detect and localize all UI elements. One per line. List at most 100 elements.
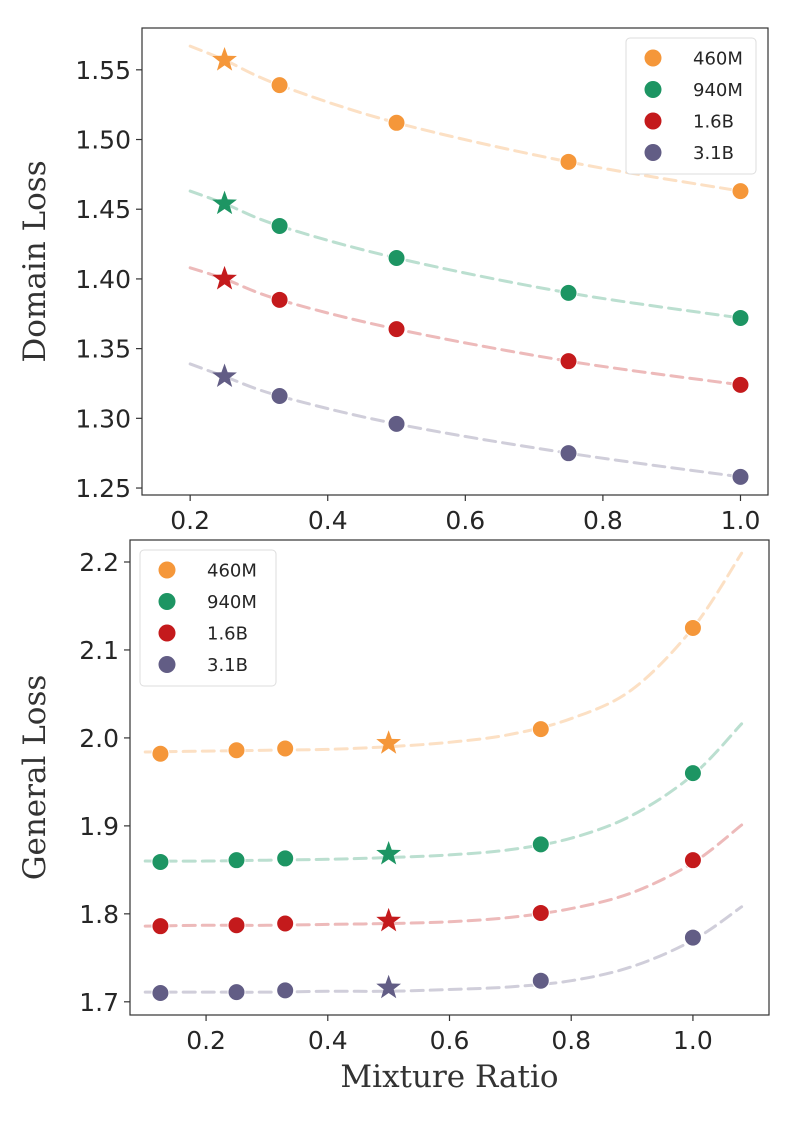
y-tick-label: 2.2 [79, 548, 119, 577]
data-point-460m [531, 720, 550, 739]
data-point-3-1b [559, 444, 578, 463]
data-point-460m [270, 76, 289, 95]
general-loss-panel: 0.2 0.4 0.6 0.8 1.0 1.7 1.8 1.9 2.0 2.1 2.2 General… [17, 539, 770, 1095]
data-point-1-6b [387, 320, 406, 339]
data-point-460m [731, 182, 750, 201]
x-tick-label: 0.2 [186, 1026, 226, 1055]
legend-label-1-6b: 1.6B [207, 624, 248, 645]
legend-marker-940m [644, 81, 662, 98]
legend-marker-460m [158, 561, 176, 579]
data-point-940m [387, 249, 406, 268]
legend-label-3-1b: 3.1B [693, 143, 734, 164]
data-point-1-6b [559, 352, 578, 371]
fit-curve-460m [143, 551, 744, 754]
y-tick-label: 1.8 [79, 900, 119, 929]
data-point-940m [731, 308, 750, 327]
optimal-star-3-1b [376, 974, 402, 999]
y-tick-label: 2.0 [79, 724, 119, 753]
legend-label-940m: 940M [693, 80, 743, 101]
fit-curve-1-6b [143, 823, 744, 928]
data-point-460m [151, 744, 170, 763]
data-point-1-6b [731, 375, 750, 394]
x-tick-label: 1.0 [673, 1026, 713, 1055]
data-point-940m [559, 283, 578, 302]
data-point-940m [227, 851, 246, 870]
data-point-940m [531, 835, 550, 854]
data-point-460m [227, 741, 246, 760]
x-axis-label: Mixture Ratio [340, 1059, 558, 1095]
fit-curve-1-6b [188, 266, 742, 387]
data-point-3-1b [731, 467, 750, 486]
legend-marker-460m [644, 49, 662, 67]
optimal-star-460m [212, 47, 237, 71]
data-point-1-6b [531, 903, 550, 922]
legend-label-460m: 460M [207, 561, 257, 582]
data-point-3-1b [531, 971, 550, 990]
x-tick-label: 1.0 [721, 506, 761, 535]
y-tick-label: 1.50 [75, 126, 131, 155]
domain-loss-panel: 0.2 0.4 0.6 0.8 1.0 1.25 1.30 1.35 1.40 1.45 1.50 1… [17, 27, 769, 535]
fit-curve-3-1b [143, 905, 744, 994]
data-point-3-1b [227, 983, 246, 1002]
data-point-3-1b [683, 928, 702, 947]
y-tick-label: 1.7 [79, 988, 119, 1017]
data-point-940m [276, 849, 295, 868]
x-tick-label: 0.4 [308, 506, 348, 535]
legend-marker-1-6b [158, 624, 176, 642]
y-tick-label: 1.35 [75, 335, 131, 364]
optimal-star-1-6b [376, 907, 402, 932]
data-point-3-1b [276, 981, 295, 1000]
data-point-940m [270, 216, 289, 235]
y-tick-label: 1.55 [75, 56, 131, 85]
y-tick-label: 1.30 [75, 404, 131, 433]
data-point-460m [387, 113, 406, 132]
legend-marker-3-1b [158, 656, 176, 673]
optimal-star-940m [376, 841, 402, 865]
data-point-460m [276, 739, 295, 758]
legend-label-940m: 940M [207, 592, 257, 613]
x-tick-label: 0.4 [308, 1026, 348, 1055]
x-tick-label: 0.2 [170, 506, 210, 535]
y-axis-label: Domain Loss [17, 160, 53, 362]
x-tick-label: 0.6 [430, 1026, 470, 1055]
y-tick-label: 1.45 [75, 195, 131, 224]
optimal-star-460m [376, 730, 402, 754]
data-point-940m [683, 764, 702, 783]
y-tick-label: 2.1 [79, 636, 119, 665]
legend-label-1-6b: 1.6B [693, 112, 734, 133]
data-point-3-1b [270, 387, 289, 406]
y-tick-label: 1.25 [75, 474, 131, 503]
data-point-940m [151, 852, 170, 871]
optimal-star-3-1b [212, 363, 237, 388]
plot-frame [141, 27, 769, 496]
data-point-460m [559, 152, 578, 171]
legend-box [625, 37, 757, 175]
x-tick-label: 0.6 [445, 506, 485, 535]
data-point-1-6b [151, 917, 170, 936]
legend-marker-3-1b [644, 144, 662, 161]
y-tick-label: 1.9 [79, 812, 119, 841]
legend-label-3-1b: 3.1B [207, 655, 248, 676]
legend-marker-940m [158, 593, 176, 610]
data-point-1-6b [683, 851, 702, 870]
fit-curve-940m [143, 722, 744, 863]
optimal-star-1-6b [212, 265, 237, 290]
data-point-460m [683, 618, 702, 637]
legend-marker-1-6b [644, 112, 662, 130]
fit-curve-3-1b [188, 362, 742, 479]
legend: 460M 940M 1.6B 3.1B [139, 549, 277, 687]
legend: 460M 940M 1.6B 3.1B [625, 37, 757, 175]
x-tick-label: 0.8 [551, 1026, 591, 1055]
optimal-star-940m [212, 190, 237, 215]
data-point-1-6b [276, 914, 295, 933]
y-axis-label: General Loss [17, 675, 53, 881]
legend-box [139, 549, 277, 687]
data-point-1-6b [270, 290, 289, 309]
y-tick-label: 1.40 [75, 265, 131, 294]
data-point-1-6b [227, 916, 246, 935]
data-point-3-1b [387, 414, 406, 433]
data-point-3-1b [151, 984, 170, 1003]
x-tick-label: 0.8 [583, 506, 623, 535]
legend-label-460m: 460M [693, 49, 743, 70]
